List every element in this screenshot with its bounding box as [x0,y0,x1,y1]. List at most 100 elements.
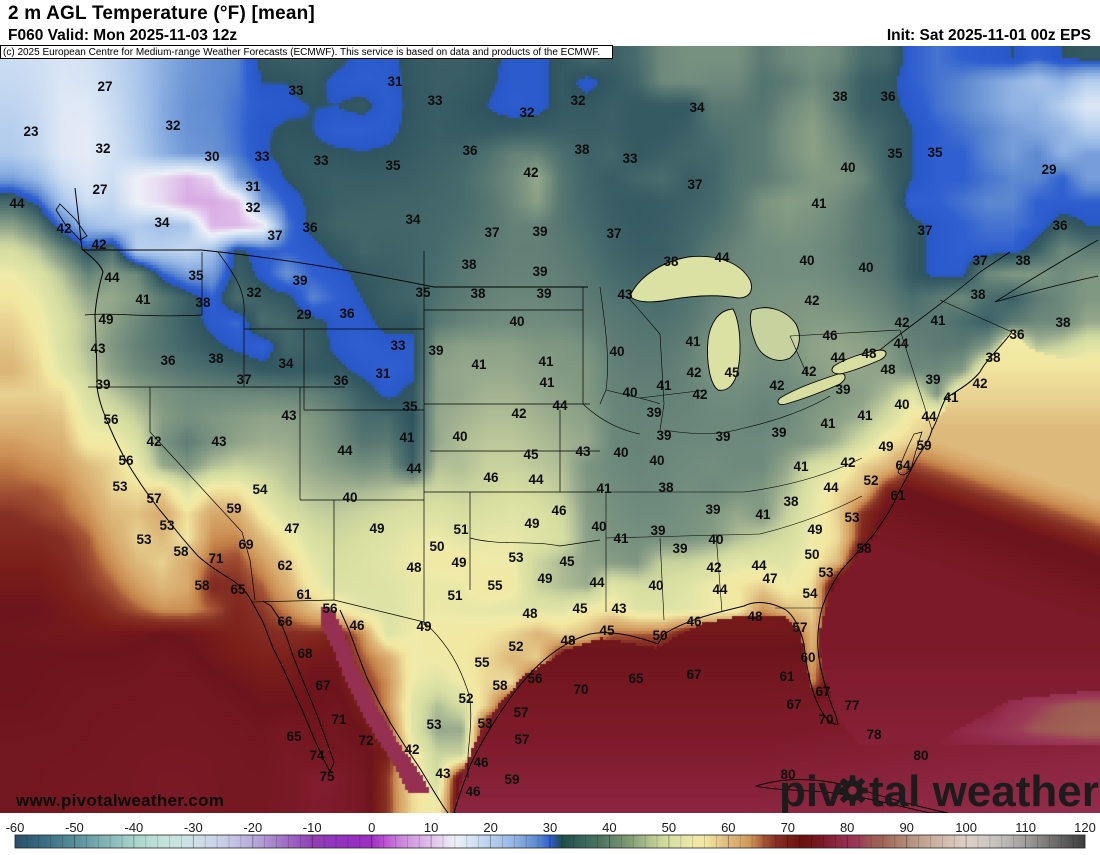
svg-text:65: 65 [230,582,246,597]
svg-text:53: 53 [844,510,860,525]
svg-text:43: 43 [211,434,227,449]
svg-text:38: 38 [461,257,477,272]
svg-text:45: 45 [724,365,740,380]
svg-text:46: 46 [483,470,499,485]
svg-text:0: 0 [368,820,375,835]
svg-text:42: 42 [972,376,987,391]
svg-text:43: 43 [617,287,633,302]
svg-text:38: 38 [985,350,1001,365]
svg-text:53: 53 [426,717,442,732]
svg-text:100: 100 [955,820,977,835]
svg-text:59: 59 [504,772,519,787]
svg-text:120: 120 [1074,820,1096,835]
svg-text:32: 32 [570,93,585,108]
svg-text:-50: -50 [65,820,84,835]
svg-text:39: 39 [925,372,940,387]
svg-text:37: 37 [267,228,282,243]
svg-text:68: 68 [297,646,313,661]
svg-text:48: 48 [880,362,896,377]
svg-text:-30: -30 [184,820,203,835]
svg-text:41: 41 [399,430,415,445]
svg-text:53: 53 [112,479,128,494]
svg-text:40: 40 [708,532,723,547]
svg-text:37: 37 [484,225,499,240]
svg-text:42: 42 [56,221,71,236]
svg-text:42: 42 [686,365,701,380]
svg-text:49: 49 [98,312,113,327]
svg-text:58: 58 [492,678,508,693]
svg-text:38: 38 [195,295,211,310]
svg-text:37: 37 [236,372,251,387]
svg-text:tal weather: tal weather [869,767,1099,813]
svg-text:www.pivotalweather.com: www.pivotalweather.com [15,791,224,810]
svg-text:49: 49 [369,521,384,536]
svg-text:74: 74 [309,748,325,763]
svg-text:33: 33 [288,83,304,98]
svg-text:23: 23 [23,124,39,139]
svg-text:64: 64 [895,458,911,473]
svg-text:27: 27 [97,79,112,94]
svg-text:40: 40 [648,578,663,593]
svg-text:35: 35 [402,399,418,414]
svg-text:27: 27 [92,182,107,197]
svg-text:39: 39 [672,541,687,556]
svg-text:44: 44 [9,196,25,211]
svg-text:62: 62 [277,558,292,573]
svg-text:57: 57 [514,732,529,747]
svg-text:60: 60 [721,820,735,835]
svg-text:58: 58 [856,541,872,556]
svg-text:69: 69 [238,537,253,552]
svg-text:20: 20 [483,820,497,835]
svg-text:36: 36 [462,143,478,158]
svg-text:39: 39 [705,502,720,517]
svg-text:29: 29 [296,307,311,322]
svg-text:75: 75 [319,769,335,784]
svg-text:37: 37 [606,226,621,241]
svg-text:10: 10 [424,820,438,835]
svg-text:38: 38 [658,480,674,495]
svg-text:40: 40 [649,453,664,468]
svg-text:42: 42 [523,165,538,180]
svg-text:46: 46 [551,503,567,518]
svg-text:31: 31 [245,179,261,194]
svg-text:80: 80 [840,820,854,835]
svg-text:41: 41 [471,357,487,372]
svg-text:41: 41 [811,196,827,211]
svg-text:53: 53 [159,518,175,533]
svg-text:40: 40 [840,160,855,175]
svg-text:39: 39 [650,523,665,538]
svg-text:72: 72 [358,733,373,748]
svg-text:41: 41 [685,334,701,349]
svg-text:36: 36 [1009,327,1025,342]
svg-text:32: 32 [95,141,110,156]
svg-text:41: 41 [930,313,946,328]
svg-text:-40: -40 [125,820,144,835]
svg-text:44: 44 [104,270,120,285]
svg-text:78: 78 [866,727,882,742]
svg-text:110: 110 [1015,820,1036,835]
svg-text:48: 48 [560,633,576,648]
svg-text:48: 48 [861,346,877,361]
svg-text:44: 44 [893,336,909,351]
svg-text:39: 39 [95,377,110,392]
svg-text:41: 41 [539,375,555,390]
svg-text:35: 35 [887,146,903,161]
svg-text:38: 38 [663,254,679,269]
svg-text:45: 45 [599,623,615,638]
svg-text:56: 56 [103,412,119,427]
svg-text:42: 42 [840,455,855,470]
svg-text:36: 36 [302,220,318,235]
svg-text:42: 42 [404,742,419,757]
svg-text:41: 41 [755,507,771,522]
svg-text:-20: -20 [243,820,262,835]
svg-text:70: 70 [573,682,588,697]
svg-text:48: 48 [406,560,422,575]
svg-text:41: 41 [793,459,809,474]
svg-text:34: 34 [154,215,170,230]
svg-text:39: 39 [656,428,671,443]
svg-text:42: 42 [692,387,707,402]
svg-text:45: 45 [572,601,588,616]
svg-text:37: 37 [972,253,987,268]
svg-text:41: 41 [857,408,873,423]
svg-text:44: 44 [823,480,839,495]
